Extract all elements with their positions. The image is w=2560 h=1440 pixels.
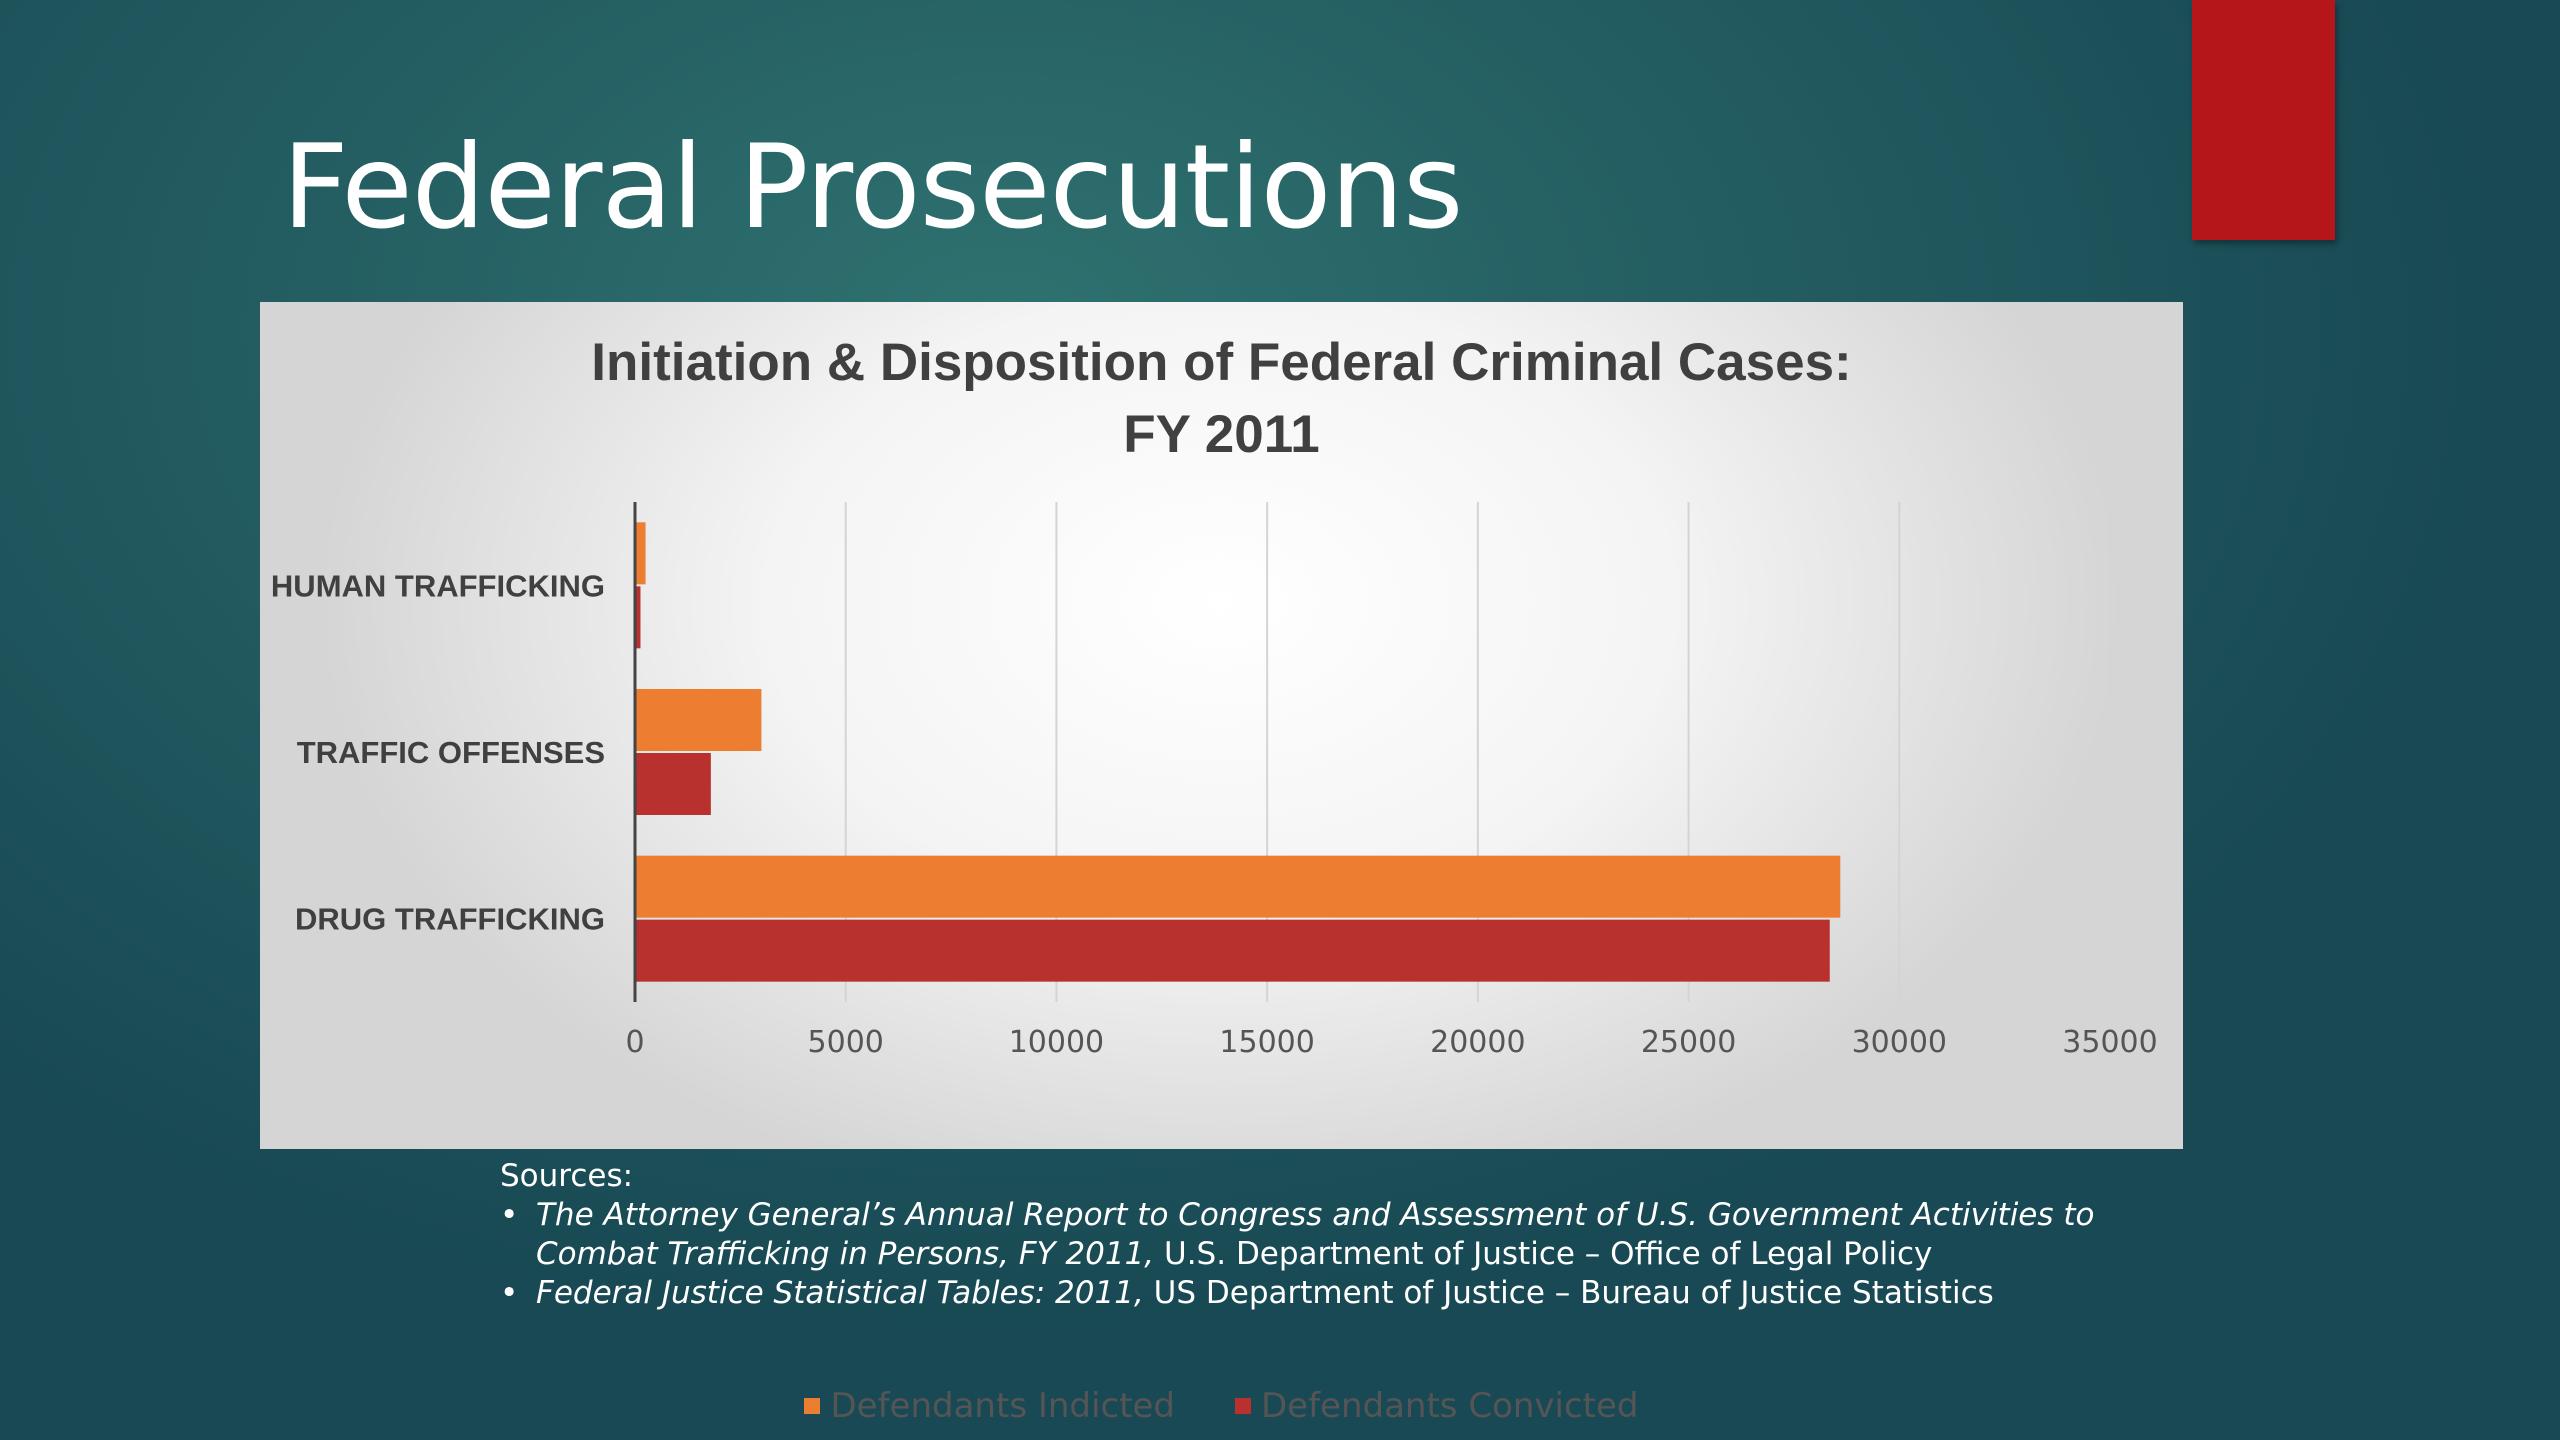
bar-indicted bbox=[635, 522, 646, 585]
x-tick-label: 10000 bbox=[1009, 1025, 1104, 1060]
x-tick-label: 35000 bbox=[2062, 1025, 2157, 1060]
source-publisher: US Department of Justice – Bureau of Jus… bbox=[1143, 1275, 1994, 1311]
source-title: Federal Justice Statistical Tables: 2011… bbox=[536, 1275, 1144, 1311]
slide-title: Federal Prosecutions bbox=[282, 120, 1463, 255]
x-tick-label: 25000 bbox=[1641, 1025, 1736, 1060]
x-tick-label: 0 bbox=[625, 1025, 644, 1060]
bar-indicted bbox=[635, 689, 762, 751]
chart-title-line-2: FY 2011 bbox=[1123, 405, 1320, 464]
sources-list: The Attorney General’s Annual Report to … bbox=[500, 1196, 2200, 1313]
legend-swatch-convicted bbox=[1234, 1398, 1251, 1414]
x-tick-label: 15000 bbox=[1219, 1025, 1314, 1060]
red-accent-block bbox=[2192, 0, 2335, 240]
category-label: TRAFFIC OFFENSES bbox=[297, 735, 605, 770]
legend-label-indicted: Defendants Indicted bbox=[830, 1386, 1175, 1426]
x-tick-label: 20000 bbox=[1430, 1025, 1525, 1060]
legend-item-convicted: Defendants Convicted bbox=[1234, 1386, 1639, 1426]
bar-convicted bbox=[635, 586, 641, 649]
category-label: DRUG TRAFFICKING bbox=[295, 902, 605, 937]
x-tick-label: 30000 bbox=[1852, 1025, 1947, 1060]
legend-label-convicted: Defendants Convicted bbox=[1260, 1386, 1639, 1426]
chart-legend: Defendants Indicted Defendants Convicted bbox=[260, 1386, 2183, 1426]
sources-heading: Sources: bbox=[500, 1158, 634, 1194]
legend-item-indicted: Defendants Indicted bbox=[804, 1386, 1175, 1426]
chart-title-line-1: Initiation & Disposition of Federal Crim… bbox=[591, 333, 1852, 392]
x-tick-label: 5000 bbox=[808, 1025, 884, 1060]
source-title: The Attorney General’s Annual Report to … bbox=[536, 1197, 2095, 1272]
source-item: The Attorney General’s Annual Report to … bbox=[500, 1196, 2200, 1274]
source-publisher: U.S. Department of Justice – Office of L… bbox=[1154, 1236, 1933, 1272]
bar-convicted bbox=[635, 753, 711, 815]
bar-convicted bbox=[635, 919, 1830, 982]
bar-chart-plot: 0 5000 10000 15000 20000 25000 30000 35000 HUMAN… bbox=[271, 502, 2158, 1060]
chart-panel: Initiation & Disposition of Federal Crim… bbox=[260, 302, 2183, 1426]
legend-swatch-indicted bbox=[804, 1398, 821, 1414]
sources-block: Sources: The Attorney General’s Annual R… bbox=[500, 1157, 2200, 1313]
bar-indicted bbox=[635, 855, 1841, 918]
source-item: Federal Justice Statistical Tables: 2011… bbox=[500, 1274, 2200, 1313]
category-label: HUMAN TRAFFICKING bbox=[271, 568, 605, 603]
